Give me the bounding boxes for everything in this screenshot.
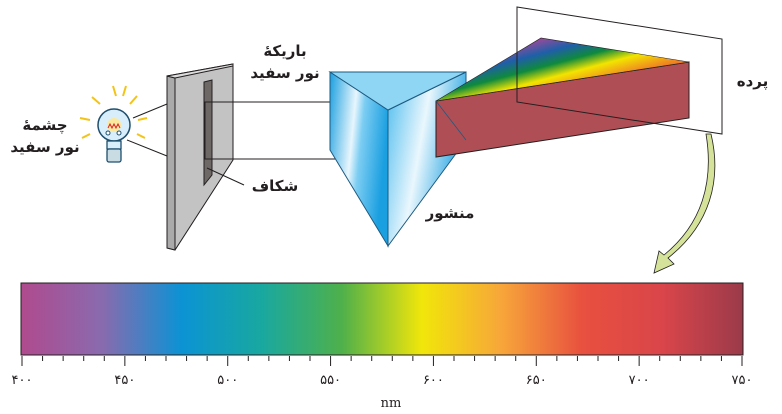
curved-arrow-icon — [653, 133, 716, 274]
source-label-line1: چشمهٔ — [22, 116, 68, 134]
rainbow-fan — [435, 37, 690, 102]
tick-label: ۴۰۰ — [11, 373, 33, 388]
prism-label: منشور — [425, 204, 475, 222]
slit-plate — [166, 63, 234, 251]
tick-label: ۵۵۰ — [320, 373, 342, 388]
source-label-line2: نور سفید — [10, 138, 80, 156]
slit-pointer — [206, 167, 245, 186]
tick-label: ۶۵۰ — [525, 373, 547, 388]
beam-label: باریکهٔ نور سفید — [245, 40, 325, 84]
unit-label: nm — [380, 396, 402, 411]
spectrum-ticks — [21, 356, 743, 366]
tick-label: ۷۰۰ — [628, 373, 650, 388]
visible-spectrum-bar — [20, 282, 744, 356]
tick-label: ۷۵۰ — [731, 373, 753, 388]
slit-label: شکاف — [251, 177, 299, 195]
screen-label: پرده — [736, 72, 769, 90]
light-bulb-icon — [79, 85, 148, 163]
tick-label: ۶۰۰ — [422, 373, 444, 388]
tick-label: ۴۵۰ — [114, 373, 136, 388]
screen — [516, 6, 723, 135]
tick-label: ۵۰۰ — [217, 373, 239, 388]
beam-label-line1: باریکهٔ — [263, 42, 307, 60]
light-source-label: چشمهٔ نور سفید — [10, 114, 80, 158]
beam-label-line2: نور سفید — [250, 64, 320, 82]
